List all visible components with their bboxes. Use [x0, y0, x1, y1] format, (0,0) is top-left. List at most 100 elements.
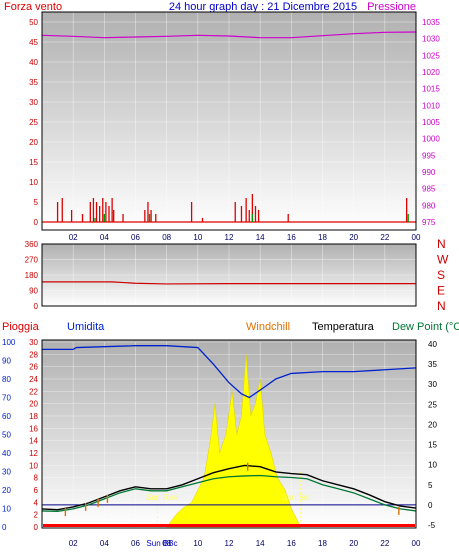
- x-tick-label: 12: [225, 233, 234, 242]
- panel3-series: [41, 345, 417, 528]
- humidity-tick-label: 30: [2, 468, 11, 477]
- x-tick-label: 14: [256, 233, 265, 242]
- x-tick-label: 04: [100, 233, 109, 242]
- pressure-tick-label: 985: [422, 185, 436, 194]
- humidity-tick-label: 40: [2, 449, 11, 458]
- wind-tick-label: 30: [29, 98, 38, 107]
- panel3-frame: [41, 339, 417, 529]
- dewpoint-title: Dew Point (°C: [392, 321, 459, 333]
- x-tick-label: 06: [131, 233, 140, 242]
- rain-tick-label: 16: [29, 424, 38, 433]
- temperature-tick-label: -5: [428, 521, 436, 530]
- humidity-axis: 0 10 20 30 40 50 60 70 80 90 100: [2, 338, 16, 532]
- compass-label: N: [437, 237, 446, 251]
- windchill-title: Windchill: [246, 321, 290, 333]
- direction-tick-label: 360: [25, 240, 39, 249]
- panel1-frame: [41, 11, 417, 231]
- wind-tick-label: 10: [29, 178, 38, 187]
- temperature-title: Temperatura: [312, 321, 375, 333]
- rain-tick-label: 10: [29, 461, 38, 470]
- direction-axis: 0 90 180 270 360: [25, 240, 39, 311]
- panel2-series: [42, 281, 416, 285]
- temperature-tick-label: 10: [428, 461, 437, 470]
- temperature-tick-label: 40: [428, 340, 437, 349]
- rain-tick-label: 6: [34, 486, 39, 495]
- x-tick-label: 20: [349, 539, 358, 548]
- x-tick-label: 16: [287, 539, 296, 548]
- temperature-tick-label: 15: [428, 441, 437, 450]
- humidity-tick-label: 0: [2, 523, 7, 532]
- pressure-tick-label: 1005: [422, 118, 440, 127]
- humidity-tick-label: 50: [2, 431, 11, 440]
- temperature-axis: -5 0 5 10 15 20 25 30 35 40: [428, 340, 437, 530]
- rain-tick-label: 14: [29, 437, 38, 446]
- humidity-tick-label: 90: [2, 357, 11, 366]
- temperature-tick-label: 30: [428, 380, 437, 389]
- solar-area: [166, 354, 302, 528]
- x-tick-label: 08: [162, 233, 171, 242]
- wind-tick-label: 50: [29, 18, 38, 27]
- x-tick-label: 00: [412, 539, 421, 548]
- x-tick-label: 02: [69, 539, 78, 548]
- humidity-tick-label: 100: [2, 338, 16, 347]
- wind-tick-label: 40: [29, 58, 38, 67]
- pressure-tick-label: 980: [422, 201, 436, 210]
- rain-tick-label: 30: [29, 338, 38, 347]
- panel3-x-axis: 02 04 06 08 10 12 14 16 18 20 22 00: [69, 539, 421, 548]
- humidity-tick-label: 80: [2, 375, 11, 384]
- pressure-tick-label: 975: [422, 218, 436, 227]
- compass-label: N: [437, 299, 446, 313]
- panel1-grid: [42, 12, 417, 223]
- dewpoint-line: [41, 474, 417, 512]
- x-tick-label: 06: [131, 539, 140, 548]
- wind-tick-label: 35: [29, 78, 38, 87]
- compass-label: E: [437, 284, 445, 298]
- pressure-tick-label: 1020: [422, 68, 440, 77]
- temperature-tick-label: 0: [428, 501, 433, 510]
- temperature-tick-label: 5: [428, 481, 433, 490]
- rain-title: Pioggia: [2, 321, 40, 333]
- wind-tick-label: 20: [29, 138, 38, 147]
- rain-tick-label: 4: [34, 498, 39, 507]
- x-tick-label: 18: [318, 539, 327, 548]
- wind-tick-label: 5: [34, 198, 39, 207]
- rain-tick-label: 8: [34, 474, 39, 483]
- rain-tick-label: 26: [29, 363, 38, 372]
- x-tick-label: 00: [412, 233, 421, 242]
- humidity-tick-label: 20: [2, 486, 11, 495]
- humidity-tick-label: 70: [2, 394, 11, 403]
- humidity-tick-label: 60: [2, 412, 11, 421]
- x-tick-label: 02: [69, 233, 78, 242]
- rain-tick-label: 24: [29, 375, 38, 384]
- panel1-series: [41, 31, 417, 223]
- direction-tick-label: 270: [25, 256, 39, 265]
- rain-tick-label: 2: [34, 511, 39, 520]
- panel1-x-axis: 02 04 06 08 10 12 14 16 18 20 22 00: [69, 233, 421, 242]
- x-tick-label: 10: [193, 539, 202, 548]
- wind-tick-label: 45: [29, 38, 38, 47]
- wind-title: Forza vento: [4, 1, 62, 13]
- pressure-tick-label: 1010: [422, 101, 440, 110]
- temperature-line: [41, 464, 417, 511]
- direction-tick-label: 90: [29, 287, 38, 296]
- rain-tick-label: 28: [29, 350, 38, 359]
- direction-tick-label: 0: [34, 302, 39, 311]
- sun-axis-label: Sun BBc: [146, 539, 177, 548]
- pressure-tick-label: 1015: [422, 85, 440, 94]
- humidity-line: [42, 345, 417, 399]
- rain-baseline: [43, 524, 415, 527]
- x-tick-label: 12: [225, 539, 234, 548]
- rain-tick-label: 18: [29, 412, 38, 421]
- sun-set-label: Sun Set: [282, 493, 311, 502]
- direction-line: [42, 281, 416, 285]
- pressure-tick-label: 990: [422, 168, 436, 177]
- humidity-tick-label: 10: [2, 505, 11, 514]
- direction-tick-label: 180: [25, 271, 39, 280]
- rain-tick-label: 0: [34, 523, 39, 532]
- temperature-tick-label: 25: [428, 400, 437, 409]
- pressure-tick-label: 995: [422, 151, 436, 160]
